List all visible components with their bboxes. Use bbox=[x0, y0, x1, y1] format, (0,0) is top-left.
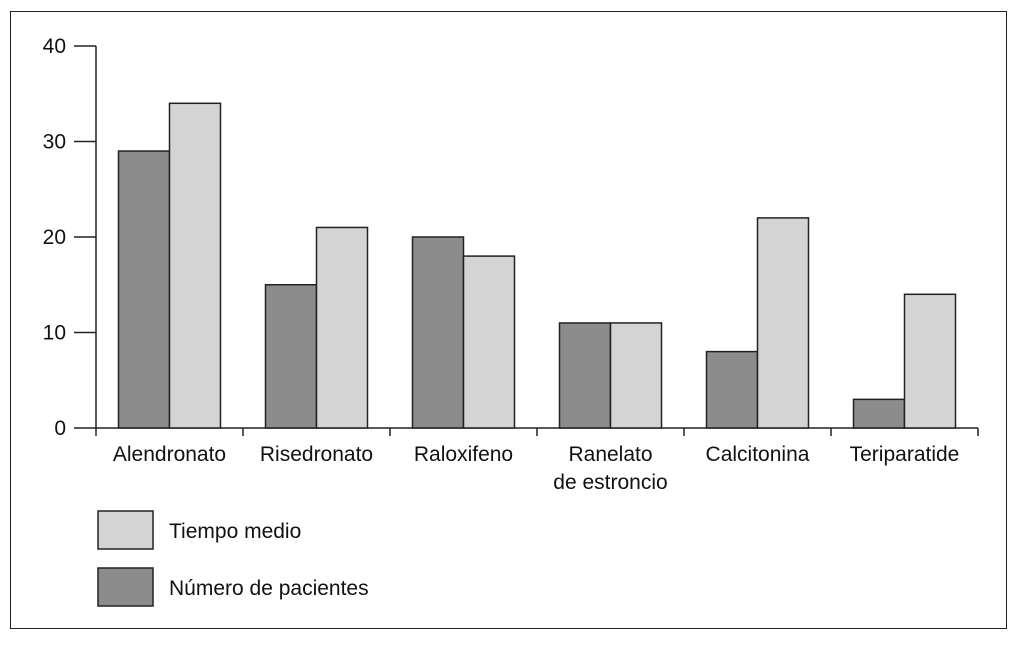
bar-numero-de-pacientes bbox=[705, 350, 759, 429]
category-label: Risedronato bbox=[260, 443, 373, 466]
axes bbox=[74, 45, 979, 436]
bar-numero-de-pacientes bbox=[411, 236, 465, 429]
bar-tiempo-medio bbox=[462, 255, 516, 429]
category-label: Raloxifeno bbox=[414, 443, 513, 466]
category-label: Calcitonina bbox=[706, 443, 810, 466]
bar-tiempo-medio bbox=[756, 217, 810, 429]
legend: Tiempo medio Número de pacientes bbox=[97, 510, 369, 607]
bar-tiempo-medio bbox=[315, 226, 369, 429]
y-tick-label: 30 bbox=[43, 131, 66, 154]
bars bbox=[117, 102, 957, 429]
bar-tiempo-medio bbox=[168, 102, 222, 429]
legend-label: Tiempo medio bbox=[169, 520, 301, 543]
y-tick-label: 20 bbox=[43, 226, 66, 249]
bar-numero-de-pacientes bbox=[852, 398, 906, 429]
category-label: Ranelato bbox=[568, 443, 652, 466]
bar-numero-de-pacientes bbox=[117, 150, 171, 429]
y-tick-label: 40 bbox=[43, 35, 66, 58]
category-label: Alendronato bbox=[113, 443, 226, 466]
legend-label: Número de pacientes bbox=[169, 577, 369, 600]
legend-swatch bbox=[97, 510, 154, 550]
category-label: de estroncio bbox=[553, 471, 667, 494]
category-label: Teriparatide bbox=[850, 443, 960, 466]
bar-numero-de-pacientes bbox=[264, 284, 318, 429]
bar-numero-de-pacientes bbox=[558, 322, 612, 429]
labels: 0 10 20 30 40 Alendronato Risedronato Raloxifen… bbox=[43, 35, 960, 494]
legend-swatch bbox=[97, 567, 154, 607]
y-tick-label: 10 bbox=[43, 322, 66, 345]
bar-tiempo-medio bbox=[609, 322, 663, 429]
bar-tiempo-medio bbox=[903, 293, 957, 429]
y-tick-label: 0 bbox=[54, 417, 66, 440]
